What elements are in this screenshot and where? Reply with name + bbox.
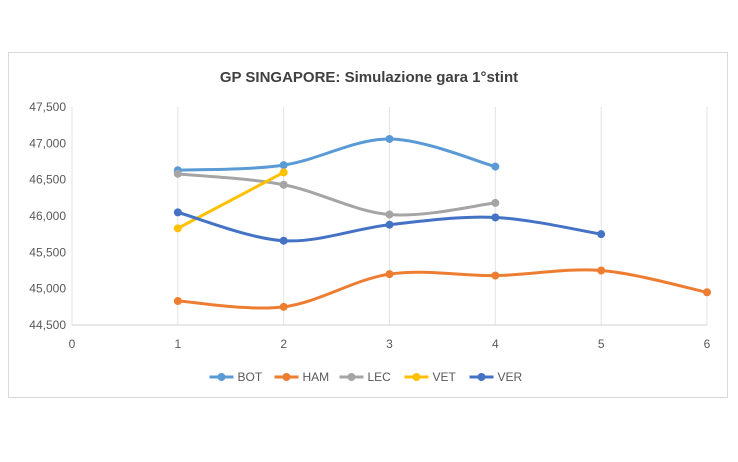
legend-item-vet[interactable]: VET [404,370,457,384]
x-tick-label: 1 [174,337,181,351]
legend-swatch-marker-ham [282,373,291,381]
legend-swatch-marker-ver [477,373,486,381]
legend-label-lec: LEC [368,370,392,384]
series-line-bot [176,137,497,172]
y-tick-label: 45,000 [29,282,66,296]
data-point-lec-4 [491,198,500,207]
y-tick-label: 47,000 [29,136,66,150]
legend-label-vet: VET [433,370,457,384]
chart-title: GP SINGAPORE: Simulazione gara 1°stint [220,69,518,86]
y-tick-label: 46,000 [29,209,66,223]
data-point-vet-2 [279,168,288,177]
data-point-ver-2 [279,236,288,245]
legend-swatch-marker-vet [412,373,421,381]
data-point-ham-3 [385,270,394,279]
y-tick-label: 46,500 [29,173,66,187]
series-layer [173,134,711,311]
axis-layer: 0 1 2 3 4 5 6 47,500 47,000 46,500 46,000 45,500 45,… [29,100,710,351]
data-point-bot-2 [279,161,288,170]
y-tick-label: 44,500 [29,318,66,332]
y-tick-label: 47,500 [29,100,66,114]
data-point-ham-6 [703,288,711,297]
data-point-ver-4 [491,213,500,222]
legend-item-lec[interactable]: LEC [339,370,392,384]
chart-svg: GP SINGAPORE: Simulazione gara 1°stint 0… [29,69,711,384]
legend-swatch-marker-lec [347,373,356,381]
data-point-lec-1 [173,169,182,178]
x-tick-label: 0 [69,337,76,351]
data-point-ver-5 [597,230,606,239]
y-tick-label: 45,500 [29,245,66,259]
data-point-vet-1 [173,224,182,233]
data-point-ver-1 [173,208,182,217]
data-point-ham-2 [279,302,288,311]
data-point-ver-3 [385,220,394,229]
series-line-lec [176,172,497,217]
chart-frame: GP SINGAPORE: Simulazione gara 1°stint 0… [8,52,728,398]
legend-label-ver: VER [498,370,523,384]
x-tick-label: 6 [704,337,711,351]
legend-item-ham[interactable]: HAM [274,370,330,384]
x-tick-label: 5 [598,337,605,351]
data-point-ham-1 [173,297,182,306]
data-point-bot-3 [385,134,394,143]
legend-item-bot[interactable]: BOT [209,370,263,384]
x-tick-label: 4 [492,337,499,351]
data-point-lec-2 [279,180,288,189]
legend-swatch-marker-bot [217,373,226,381]
x-tick-label: 3 [386,337,393,351]
data-point-ham-4 [491,271,500,280]
series-line-ham [176,268,709,310]
legend-label-bot: BOT [238,370,263,384]
legend-item-ver[interactable]: VER [469,370,523,384]
x-tick-label: 2 [280,337,287,351]
data-point-bot-4 [491,162,500,171]
legend[interactable]: BOT HAM LEC VET VER [209,370,523,384]
data-point-ham-5 [597,266,606,275]
legend-label-ham: HAM [303,370,330,384]
data-point-lec-3 [385,210,394,219]
series-line-vet [176,170,286,230]
